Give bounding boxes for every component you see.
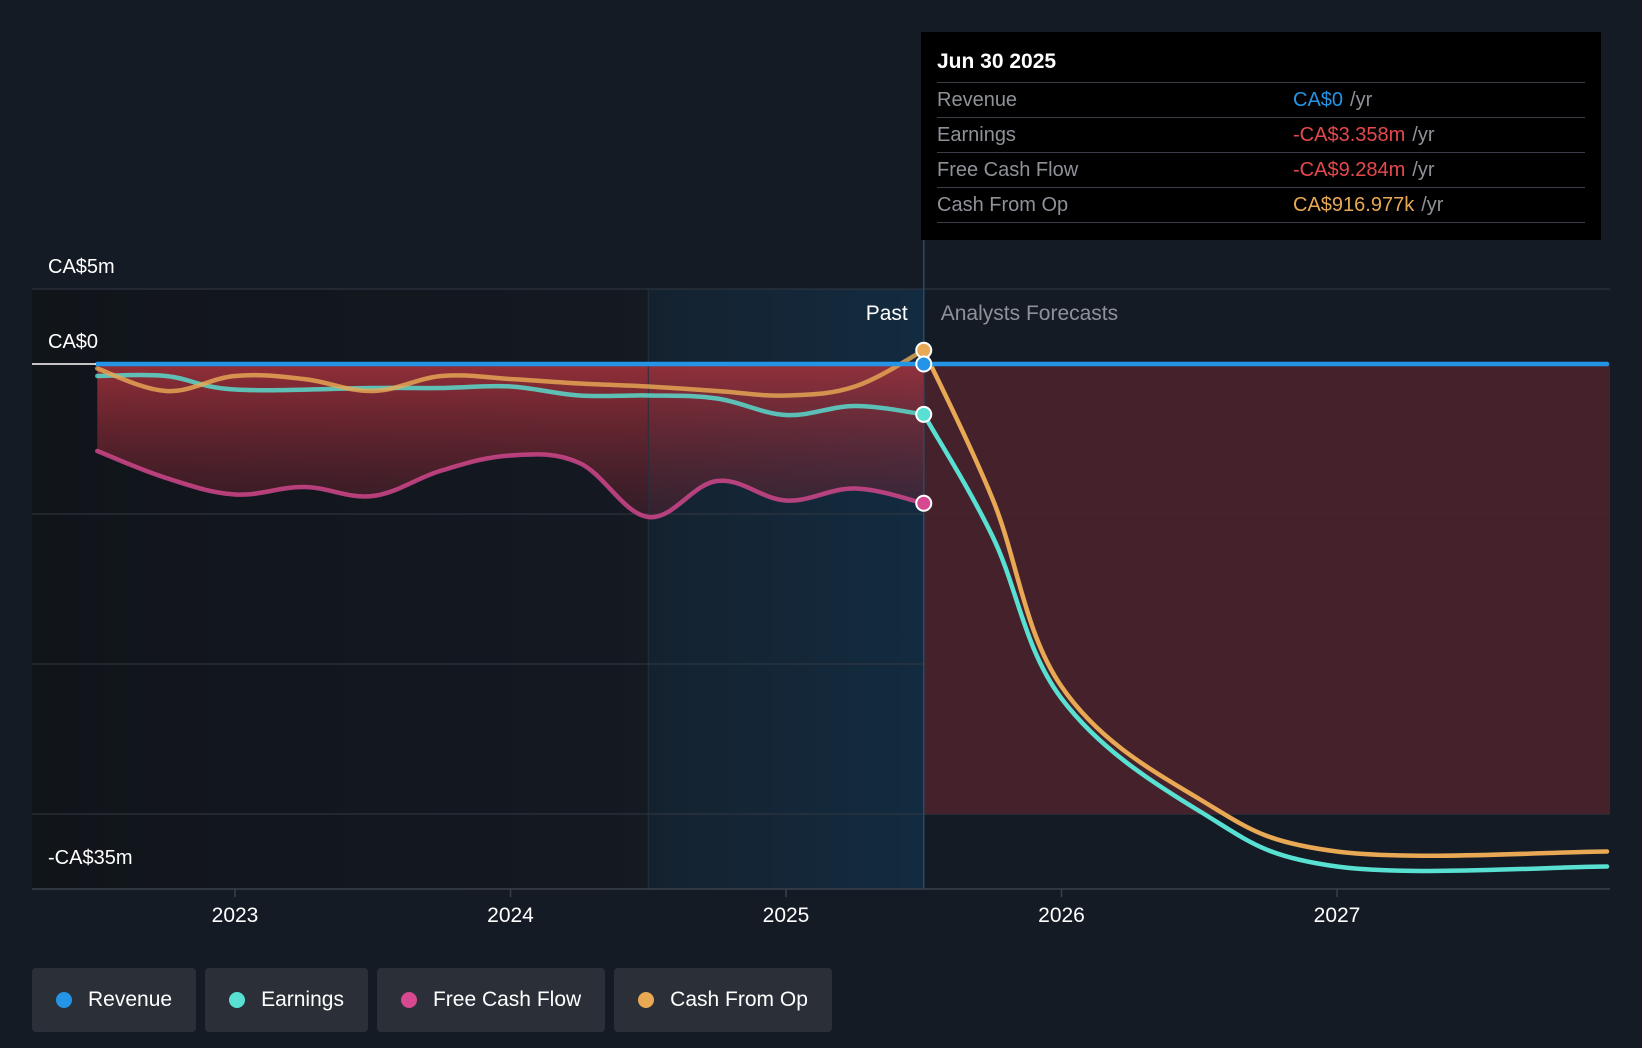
tooltip-row-revenue: Revenue CA$0 /yr (937, 82, 1585, 117)
legend-dot-icon (56, 992, 72, 1008)
tooltip-label: Revenue (937, 88, 1018, 111)
legend-label: Free Cash Flow (432, 988, 582, 1011)
series-lines (95, 347, 1610, 874)
series-line-past-earnings (95, 372, 927, 418)
y-axis-labels: CA$5m CA$0 -CA$35m (48, 256, 132, 869)
x-tick-label: 2024 (487, 904, 534, 927)
tooltip: Jun 30 2025 Revenue CA$0 /yr Earnings -C… (921, 32, 1601, 240)
tooltip-value: CA$0 (1293, 88, 1344, 111)
series-line-forecast-cfo (921, 347, 1610, 858)
tooltip-row-free-cash-flow: Free Cash Flow -CA$9.284m /yr (937, 152, 1585, 187)
x-tick-label: 2023 (212, 904, 259, 927)
legend-dot-icon (400, 992, 417, 1008)
forecast-label: Analysts Forecasts (941, 302, 1118, 325)
y-tick-label: CA$5m (48, 256, 115, 278)
legend-item-revenue[interactable]: Revenue (32, 968, 197, 1032)
tooltip-value: -CA$3.358m (1293, 123, 1406, 146)
tooltip-unit: /yr (1421, 193, 1444, 216)
legend-item-cash-from-op[interactable]: Cash From Op (614, 968, 832, 1032)
tooltip-unit: /yr (1412, 123, 1435, 146)
x-axis-labels: 2023 2024 2025 2026 2027 (212, 889, 1361, 927)
legend-dot-icon (229, 992, 246, 1008)
x-tick-label: 2026 (1038, 904, 1085, 927)
legend-item-free-cash-flow[interactable]: Free Cash Flow (376, 968, 606, 1032)
marker-cfo (915, 341, 933, 359)
x-tick-label: 2027 (1314, 904, 1361, 927)
forecast-area-fill (923, 364, 1610, 814)
tooltip-row-earnings: Earnings -CA$3.358m /yr (937, 117, 1585, 152)
legend-label: Cash From Op (670, 988, 808, 1011)
tooltip-value: -CA$9.284m (1293, 158, 1406, 181)
series-line-forecast-earnings (921, 412, 1610, 874)
legend-dot-icon (638, 992, 655, 1008)
legend-label: Revenue (88, 988, 173, 1011)
marker-fcf (915, 494, 933, 512)
tooltip-label: Earnings (937, 123, 1016, 146)
tooltip-label: Free Cash Flow (937, 158, 1079, 181)
marker-revenue (915, 355, 933, 373)
tooltip-value: CA$916.977k (1293, 193, 1415, 216)
past-label: Past (866, 302, 908, 325)
y-tick-label: -CA$35m (48, 847, 132, 869)
tooltip-unit: /yr (1412, 158, 1435, 181)
tooltip-unit: /yr (1350, 88, 1373, 111)
y-tick-label: CA$0 (48, 331, 98, 353)
legend-item-earnings[interactable]: Earnings (205, 968, 368, 1032)
tooltip-date: Jun 30 2025 (937, 50, 1057, 73)
legend: Revenue Earnings Free Cash Flow Cash Fro… (32, 968, 832, 1032)
legend-label: Earnings (261, 988, 344, 1011)
tooltip-label: Cash From Op (937, 193, 1069, 216)
series-line-past-cfo (95, 347, 927, 398)
marker-earnings (915, 405, 933, 423)
series-line-past-fcf (95, 448, 927, 520)
x-tick-label: 2025 (763, 904, 810, 927)
current-value-markers (915, 341, 933, 512)
tooltip-row-cash-from-op: Cash From Op CA$916.977k /yr (937, 187, 1585, 223)
